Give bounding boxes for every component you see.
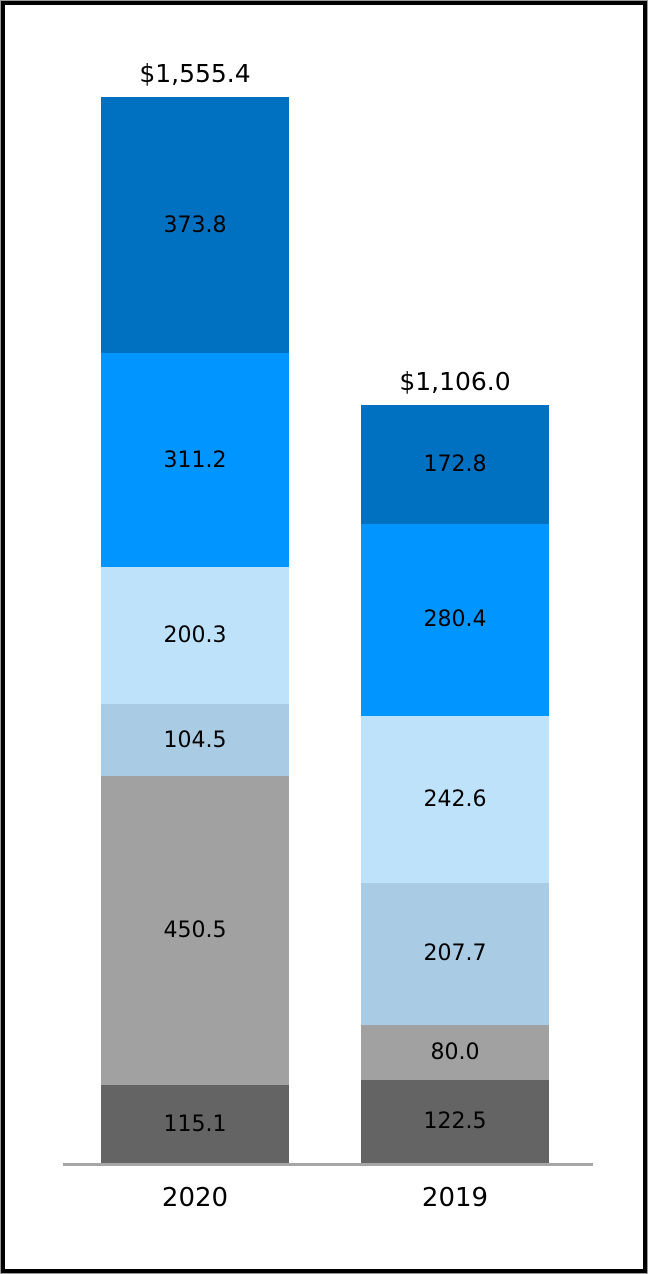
category-label: 2019 [421,1183,489,1213]
category-label: 2020 [161,1183,229,1213]
bar-segment: 80.0 [361,1025,549,1080]
bar-total-label: $1,555.4 [139,58,251,88]
segment-value-label: 207.7 [423,941,487,967]
segment-value-label: 450.5 [163,918,227,943]
bar-segment: 172.8 [361,405,549,524]
bar-segment: 200.3 [101,566,289,705]
bar-total-label: $1,106.0 [399,367,511,397]
bar-segment: 122.5 [361,1079,549,1164]
segment-value-label: 373.8 [163,212,227,238]
bar-segment: 311.2 [101,353,289,567]
segment-value-label: 172.8 [423,452,487,478]
segment-value-label: 80.0 [430,1040,480,1066]
segment-value-label: 115.1 [163,1112,227,1137]
bar-segment: 115.1 [101,1085,289,1164]
bar-segment: 104.5 [101,704,289,776]
segment-value-label: 200.3 [163,623,227,649]
segment-value-label: 104.5 [163,727,227,753]
bar-segment: 280.4 [361,523,549,717]
segment-value-label: 122.5 [423,1109,487,1135]
segment-value-label: 242.6 [423,786,487,812]
segment-value-label: 280.4 [423,607,487,633]
segment-value-label: 311.2 [163,447,227,473]
bar-segment: 450.5 [101,775,289,1086]
bar-segment: 207.7 [361,882,549,1026]
bar-segment: 242.6 [361,716,549,883]
x-axis-line [63,1163,593,1166]
bar-segment: 373.8 [101,96,289,354]
